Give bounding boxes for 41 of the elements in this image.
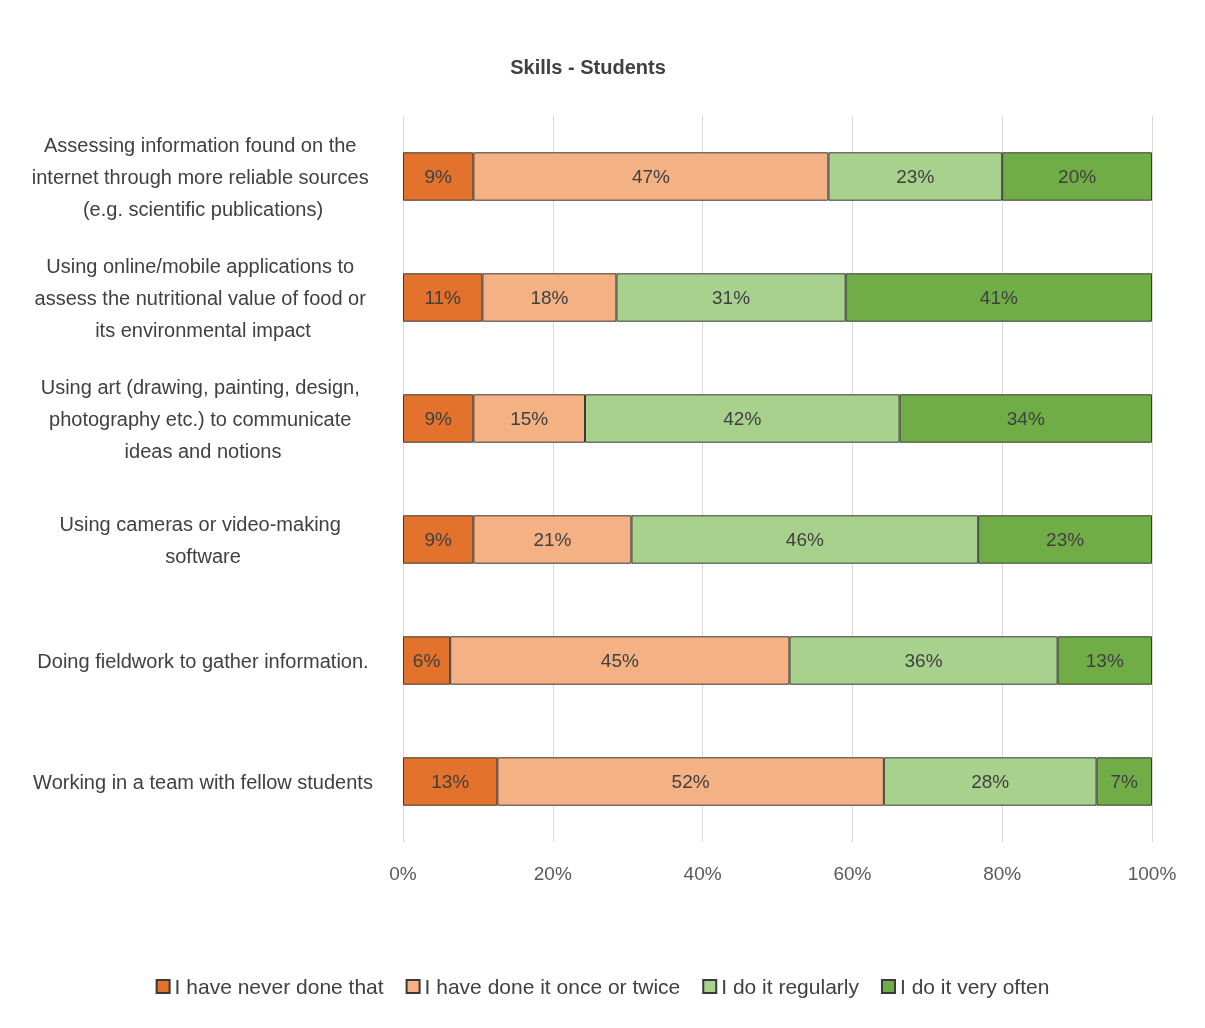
data-label: 31% bbox=[712, 287, 751, 308]
data-label: 21% bbox=[533, 529, 572, 550]
data-label: 23% bbox=[1046, 529, 1085, 550]
data-label: 20% bbox=[1058, 166, 1097, 187]
y-tick-label: Doing fieldwork to gather information. bbox=[37, 649, 369, 672]
x-tick-label: 60% bbox=[833, 863, 872, 884]
data-label: 9% bbox=[424, 408, 453, 429]
x-tick-label: 40% bbox=[683, 863, 722, 884]
chart-title: Skills - Students bbox=[510, 56, 666, 78]
x-tick-label: 20% bbox=[533, 863, 572, 884]
y-tick-label: Assessing information found on the internet through more reliable sources (e.g. scientific publications) bbox=[31, 133, 375, 220]
data-label: 41% bbox=[979, 287, 1018, 308]
data-label: 15% bbox=[510, 408, 549, 429]
legend-label: I have never done that bbox=[174, 975, 384, 998]
x-tick-label: 100% bbox=[1127, 863, 1177, 884]
data-label: 34% bbox=[1006, 408, 1045, 429]
legend-label: I do it very often bbox=[899, 975, 1050, 998]
legend-label: I do it regularly bbox=[721, 975, 860, 998]
data-label: 45% bbox=[600, 650, 639, 671]
data-label: 9% bbox=[424, 166, 453, 187]
data-label: 9% bbox=[424, 529, 453, 550]
data-label: 13% bbox=[1085, 650, 1124, 671]
y-tick-label: Using online/mobile applications to assess the nutritional value of food or its environmental impact bbox=[34, 254, 372, 341]
x-tick-label: 80% bbox=[983, 863, 1022, 884]
legend-label: I have done it once or twice bbox=[424, 975, 681, 998]
data-label: 23% bbox=[896, 166, 935, 187]
data-label: 6% bbox=[412, 650, 441, 671]
y-tick-label: Working in a team with fellow students bbox=[33, 770, 373, 793]
data-label: 28% bbox=[971, 771, 1010, 792]
data-label: 42% bbox=[723, 408, 762, 429]
data-label: 13% bbox=[431, 771, 470, 792]
data-label: 18% bbox=[530, 287, 569, 308]
data-label: 46% bbox=[785, 529, 824, 550]
data-label: 47% bbox=[631, 166, 671, 187]
y-tick-label: Using cameras or video-making software bbox=[59, 512, 347, 567]
data-label: 52% bbox=[671, 771, 710, 792]
data-label: 11% bbox=[424, 287, 462, 308]
data-label: 7% bbox=[1110, 771, 1139, 792]
y-tick-label: Using art (drawing, painting, design, photography etc.) to communicate ideas and notions bbox=[40, 375, 366, 462]
x-tick-label: 0% bbox=[389, 863, 417, 884]
data-label: 36% bbox=[904, 650, 943, 671]
